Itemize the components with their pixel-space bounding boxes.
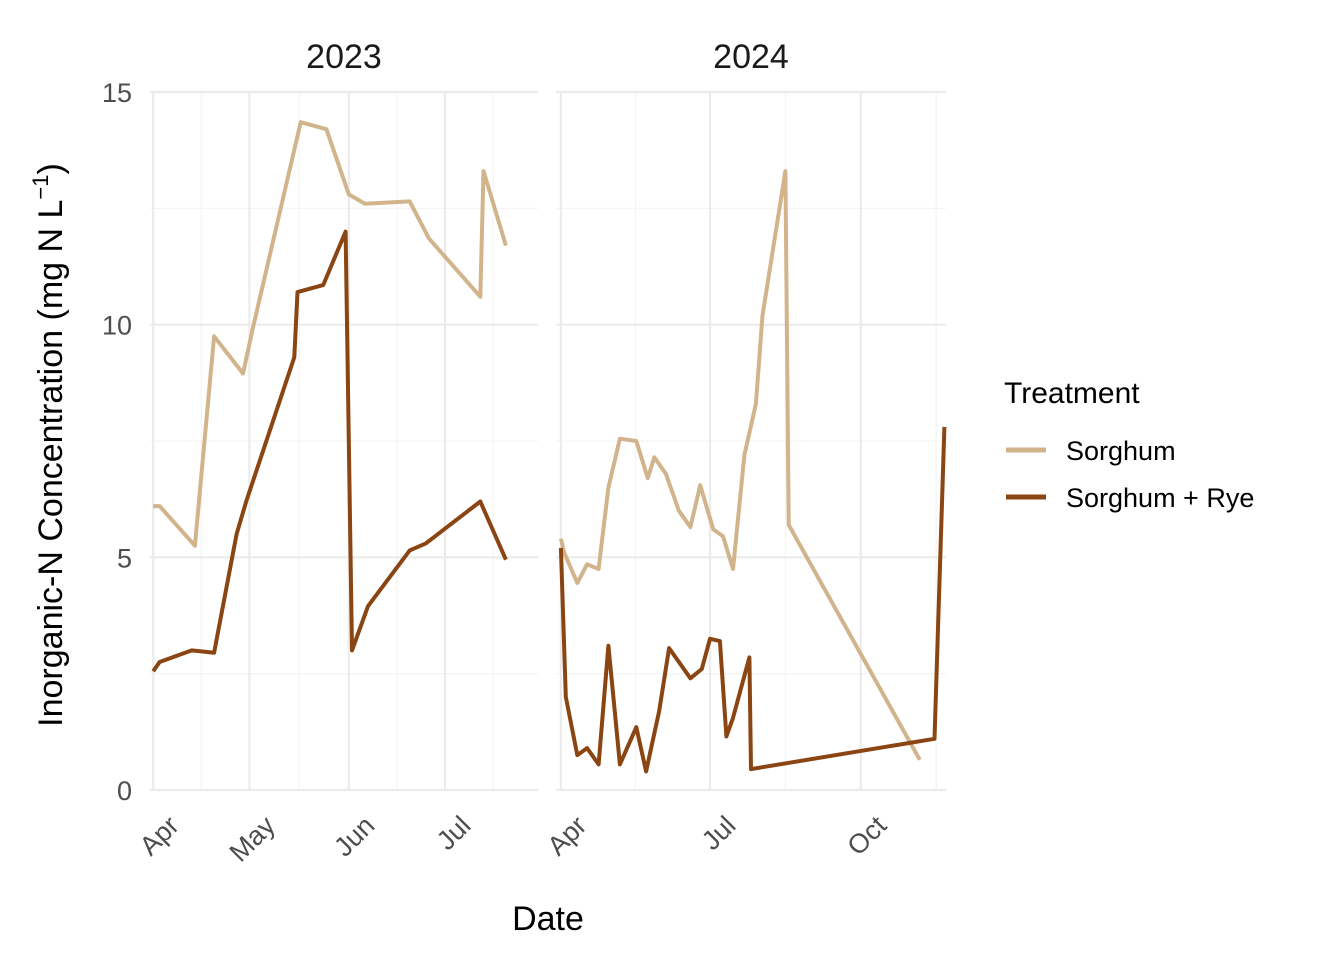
x-axis-title: Date: [512, 900, 584, 938]
legend: Treatment Sorghum Sorghum + Rye: [1004, 377, 1254, 513]
y-axis-ticks: 0 5 10 15: [102, 78, 132, 806]
legend-label-sorghum: Sorghum: [1066, 436, 1176, 466]
y-tick-label: 5: [117, 543, 132, 573]
x-tick-label: Oct: [841, 810, 892, 861]
panel-title: 2024: [713, 38, 789, 76]
panel-2024: Apr Jul Oct 2024: [541, 38, 947, 861]
y-axis-title-superscript: −1: [28, 175, 53, 200]
y-tick-label: 15: [102, 78, 132, 108]
y-axis-title: Inorganic-N Concentration (mg N L−1): [28, 163, 70, 727]
x-tick-label: Jun: [328, 810, 380, 862]
panel-2023: Apr May Jun Jul 2023: [134, 38, 538, 868]
x-tick-label: Jul: [431, 810, 477, 856]
series-line-sorghum: [558, 169, 922, 761]
legend-label-sorghum-rye: Sorghum + Rye: [1066, 483, 1254, 513]
series-line-sorghum: [153, 120, 508, 548]
series-line-sorghum-rye: [151, 229, 508, 673]
x-tick-label: May: [224, 810, 282, 868]
y-axis-title-text: Inorganic-N Concentration (mg N L: [32, 200, 70, 727]
x-tick-label: Apr: [134, 810, 185, 861]
y-tick-label: 10: [102, 311, 132, 341]
y-tick-label: 0: [117, 776, 132, 806]
x-tick-label: Jul: [696, 810, 742, 856]
chart-panels: Apr May Jun Jul 2023 Apr Jul Oct 2024: [134, 38, 947, 868]
legend-title: Treatment: [1004, 377, 1140, 410]
y-axis-title-end: ): [32, 163, 70, 174]
x-tick-label: Apr: [541, 810, 592, 861]
panel-title: 2023: [306, 38, 382, 76]
series-line-sorghum-rye: [558, 426, 947, 774]
